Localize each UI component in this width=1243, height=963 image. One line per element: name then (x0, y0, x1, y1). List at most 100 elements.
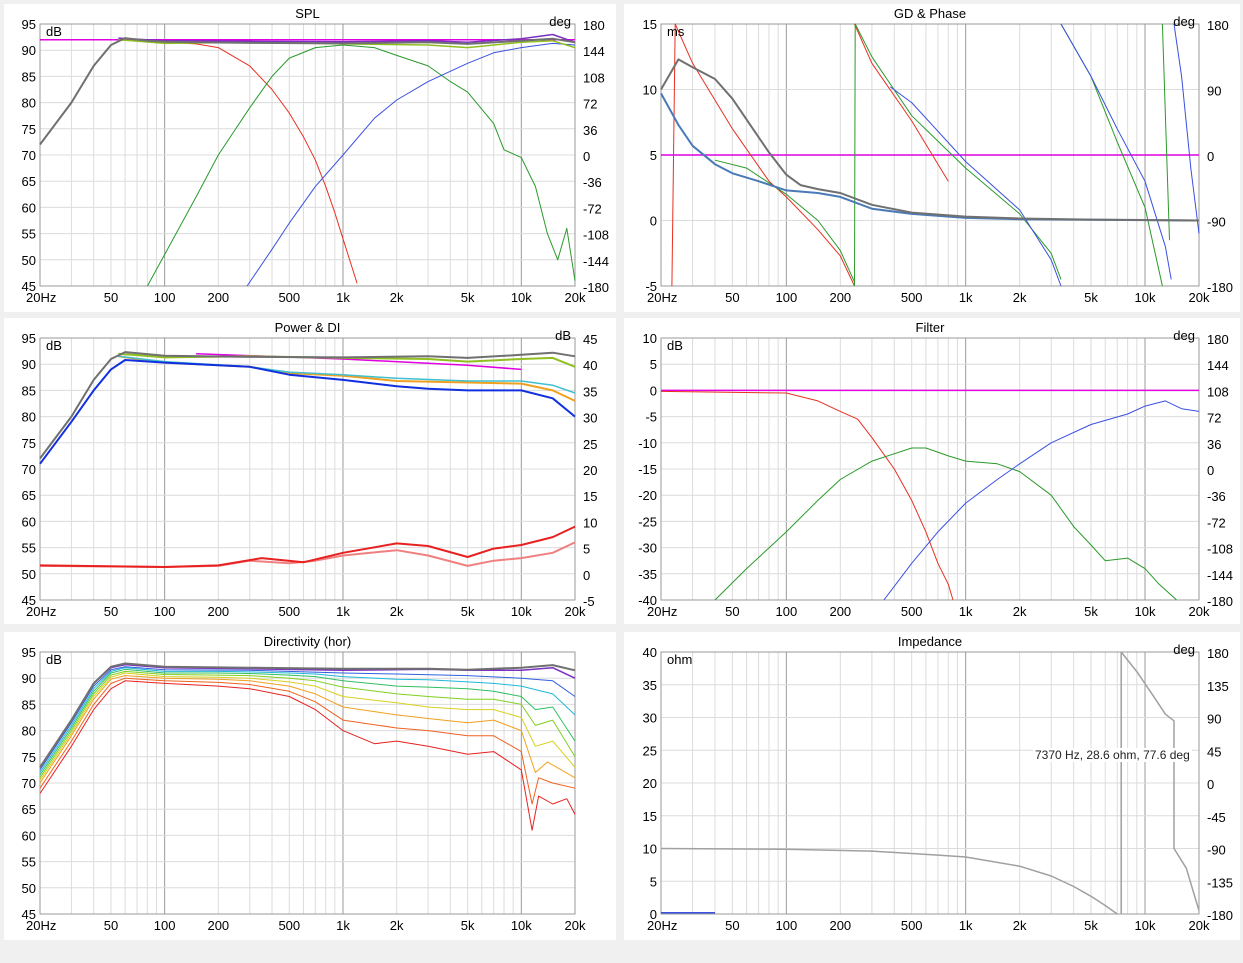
x-tick-label: 20k (565, 918, 586, 933)
x-tick-label: 1k (336, 918, 350, 933)
cursor-readout: 7370 Hz, 28.6 ohm, 77.6 deg (1033, 748, 1192, 762)
y-tick-label: 60 (22, 200, 36, 215)
y2-tick-label: 10 (583, 515, 597, 530)
y-unit-label: dB (46, 24, 62, 39)
y-tick-label: 35 (643, 678, 657, 693)
x-tick-label: 500 (901, 604, 923, 619)
y-tick-label: -10 (638, 436, 657, 451)
y-tick-label: 65 (22, 802, 36, 817)
y-tick-label: 95 (22, 645, 36, 660)
x-tick-label: 5k (461, 918, 475, 933)
plot-frame (660, 651, 1200, 915)
x-tick-label: 100 (154, 918, 176, 933)
series-line (39, 675, 576, 784)
x-tick-label: 5k (1084, 290, 1098, 305)
x-tick-label: 20Hz (26, 290, 56, 305)
chart-title: SPL (295, 6, 320, 21)
y2-tick-label: 20 (583, 463, 597, 478)
x-tick-label: 2k (1013, 918, 1027, 933)
x-tick-label: 500 (901, 918, 923, 933)
x-tick-label: 10k (1135, 918, 1156, 933)
impedance-chart: Impedance403530252015105018013590450-45-… (643, 634, 1234, 933)
y-tick-label: 45 (22, 593, 36, 608)
series-line (1120, 651, 1200, 911)
y-tick-label: 45 (22, 907, 36, 922)
x-tick-label: 200 (829, 604, 851, 619)
chart-title: Directivity (hor) (264, 634, 351, 649)
series-line (883, 400, 1200, 601)
y2-tick-label: 0 (583, 568, 590, 583)
y-tick-label: 80 (22, 96, 36, 111)
x-tick-label: 20k (1189, 290, 1210, 305)
series-line (118, 33, 576, 44)
y-tick-label: -35 (638, 567, 657, 582)
series-line (660, 58, 1200, 222)
y2-tick-label: -36 (583, 175, 602, 190)
y-tick-label: -20 (638, 488, 657, 503)
series-line (39, 677, 576, 805)
y2-tick-label: 108 (1207, 384, 1229, 399)
series-line (1060, 23, 1172, 280)
filter-chart: Filter1050-5-10-15-20-25-30-35-401801441… (638, 320, 1233, 619)
x-tick-label: 2k (1013, 290, 1027, 305)
x-tick-label: 5k (1084, 918, 1098, 933)
y2-tick-label: -108 (583, 228, 609, 243)
series-line (854, 23, 949, 182)
series-line (39, 541, 576, 568)
y2-tick-label: -90 (1207, 215, 1226, 230)
y-tick-label: 5 (650, 148, 657, 163)
series-line (39, 672, 576, 781)
y-tick-label: -40 (638, 593, 657, 608)
y-tick-label: 85 (22, 69, 36, 84)
y2-unit-label: deg (549, 14, 571, 29)
y-tick-label: 85 (22, 383, 36, 398)
y-tick-label: 0 (650, 907, 657, 922)
y-tick-label: 50 (22, 253, 36, 268)
y2-tick-label: -180 (1207, 594, 1233, 609)
y-tick-label: 65 (22, 174, 36, 189)
y-tick-label: -25 (638, 514, 657, 529)
x-tick-label: 500 (278, 918, 300, 933)
y-tick-label: -30 (638, 541, 657, 556)
y-tick-label: 5 (650, 357, 657, 372)
y-tick-label: 55 (22, 541, 36, 556)
x-tick-label: 100 (154, 290, 176, 305)
y2-tick-label: 180 (583, 18, 605, 33)
y-tick-label: 10 (643, 83, 657, 98)
directivity-panel: Directivity (hor) 95 90 85 80 75 70 65 60 55 50 45 d… (4, 632, 616, 940)
y-tick-label: 70 (22, 462, 36, 477)
x-tick-label: 50 (725, 918, 739, 933)
x-tick-label: 100 (154, 604, 176, 619)
y2-tick-label: -5 (583, 594, 595, 609)
series-line (714, 447, 1177, 601)
gd-phase-chart: GD & Phase151050-5180900-90-180msdeg20Hz… (643, 6, 1234, 305)
y2-tick-label: 144 (583, 44, 605, 59)
x-tick-label: 50 (104, 918, 118, 933)
y-tick-label: 90 (22, 43, 36, 58)
plot-frame (660, 337, 1200, 601)
y2-tick-label: -135 (1207, 875, 1233, 890)
x-tick-label: 500 (278, 604, 300, 619)
y2-tick-label: 15 (583, 489, 597, 504)
chart-title: GD & Phase (894, 6, 966, 21)
filter-panel: Filter 10 5 0 -5 -10 -15 -20 -25 -30 -35 -40 180 144 1… (624, 318, 1240, 624)
y2-tick-label: 72 (1207, 411, 1221, 426)
series-line (714, 159, 855, 283)
y2-tick-label: -144 (1207, 568, 1233, 583)
y2-tick-label: 25 (583, 437, 597, 452)
x-tick-label: 5k (461, 604, 475, 619)
x-tick-label: 1k (336, 604, 350, 619)
y2-tick-label: 180 (1207, 18, 1229, 33)
y2-tick-label: -45 (1207, 810, 1226, 825)
power-di-panel: Power & DI 95 90 85 80 75 70 65 60 55 50 45 45 40 35 30… (4, 318, 616, 624)
y2-tick-label: -90 (1207, 843, 1226, 858)
y2-tick-label: 5 (583, 542, 590, 557)
y-unit-label: dB (46, 652, 62, 667)
series-line (39, 680, 576, 831)
y-tick-label: 90 (22, 671, 36, 686)
spl-chart: SPL 95 90 85 80 75 70 65 60 55 50 45 180 144 108 72 36 0 -… (22, 6, 610, 305)
x-tick-label: 2k (390, 918, 404, 933)
y2-tick-label: 35 (583, 384, 597, 399)
x-tick-label: 100 (775, 604, 797, 619)
x-tick-label: 20Hz (647, 918, 677, 933)
